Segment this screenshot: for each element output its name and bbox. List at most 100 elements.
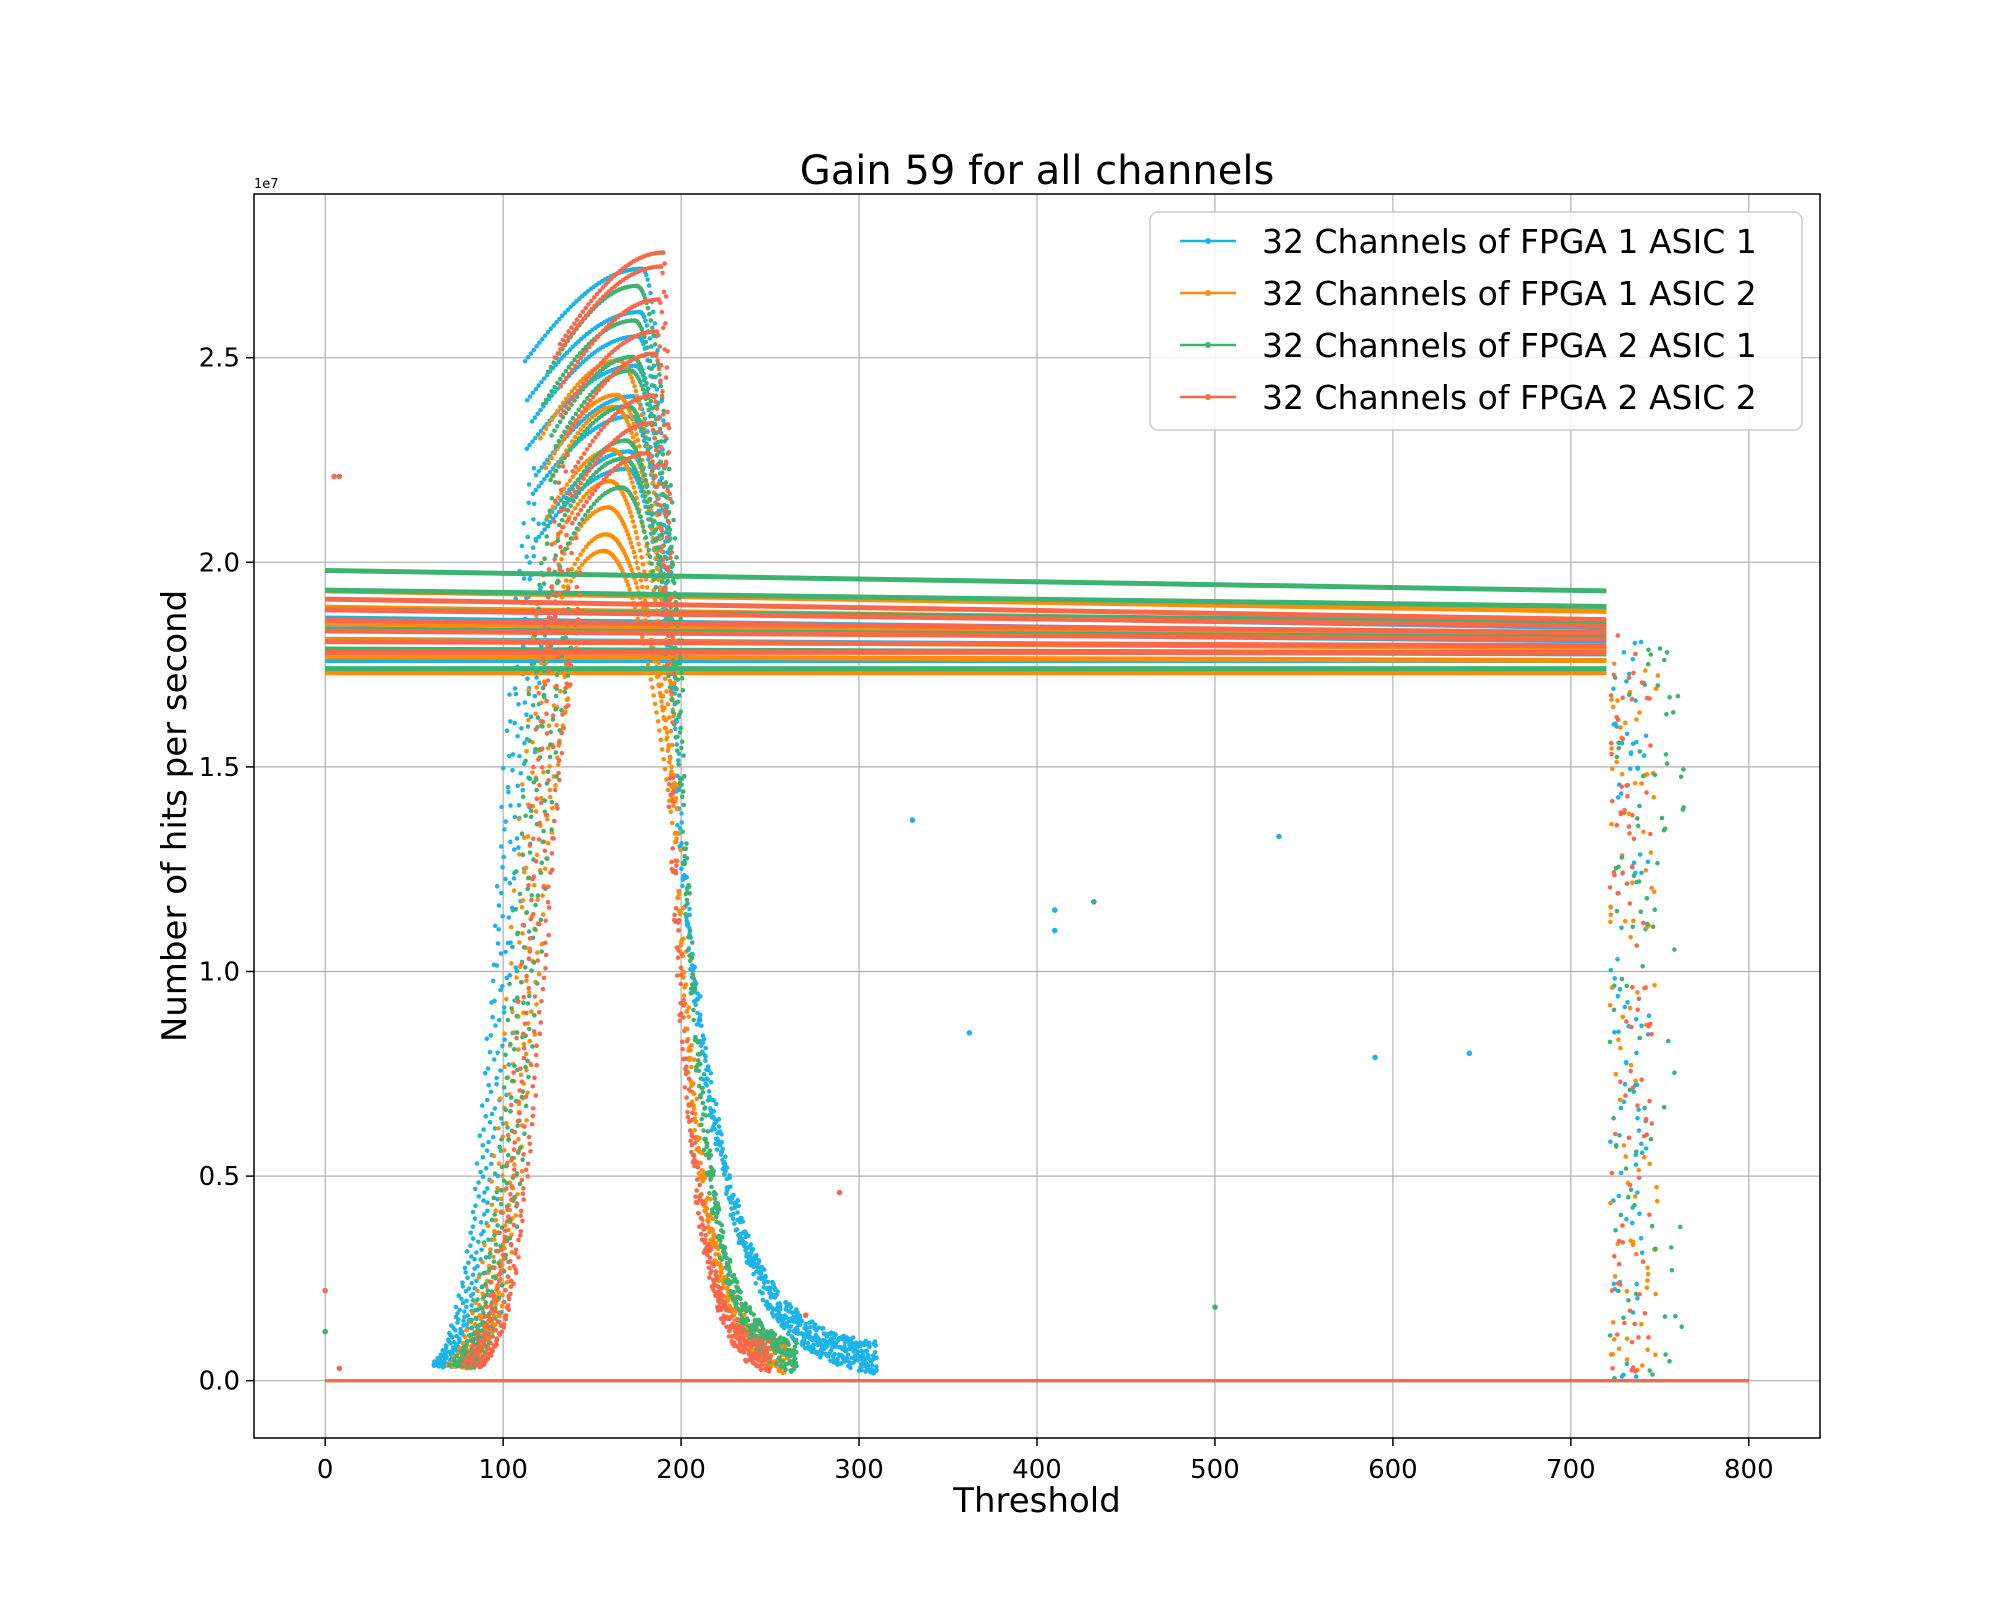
- data-point: [1637, 803, 1642, 809]
- data-point: [679, 739, 685, 744]
- data-point: [859, 1348, 864, 1354]
- data-point: [546, 615, 552, 620]
- data-point: [775, 1289, 780, 1294]
- data-point: [499, 1225, 505, 1230]
- data-point: [558, 688, 563, 694]
- data-point: [698, 1193, 703, 1198]
- data-point: [680, 861, 686, 867]
- data-point: [457, 1339, 462, 1345]
- data-point: [808, 1325, 813, 1330]
- data-point: [502, 827, 507, 832]
- data-point: [679, 820, 684, 825]
- data-point: [1609, 751, 1614, 757]
- data-point: [667, 685, 673, 690]
- data-point: [659, 579, 665, 584]
- data-point: [645, 429, 650, 434]
- data-point: [540, 401, 546, 407]
- data-point: [540, 336, 545, 342]
- data-point: [572, 506, 578, 511]
- data-point: [464, 1298, 469, 1304]
- data-point: [538, 917, 544, 923]
- data-point: [492, 1212, 498, 1217]
- data-point: [464, 1304, 469, 1310]
- data-point: [571, 531, 577, 536]
- data-point: [1669, 1267, 1675, 1273]
- data-point: [782, 1344, 788, 1349]
- data-point: [606, 279, 611, 284]
- data-point: [659, 532, 665, 537]
- data-point: [627, 563, 633, 569]
- data-point: [450, 1347, 455, 1353]
- data-point: [510, 752, 516, 757]
- data-point: [483, 1070, 488, 1076]
- data-point: [641, 292, 646, 297]
- data-point: [1647, 1212, 1652, 1218]
- data-point: [630, 480, 635, 485]
- data-point: [575, 502, 581, 507]
- data-point: [489, 1111, 495, 1117]
- data-point: [495, 1223, 500, 1228]
- data-point: [726, 1272, 731, 1277]
- data-point: [677, 693, 682, 698]
- data-point: [680, 829, 685, 835]
- data-point: [635, 616, 641, 622]
- data-point: [1091, 899, 1097, 905]
- data-point: [507, 981, 512, 987]
- data-point: [700, 1222, 705, 1227]
- data-point: [673, 726, 678, 732]
- data-point: [1653, 1291, 1658, 1297]
- data-point: [692, 964, 698, 970]
- data-point: [485, 1066, 491, 1071]
- data-point: [531, 465, 537, 471]
- data-point: [1632, 1321, 1637, 1327]
- data-point: [600, 294, 606, 300]
- data-point: [544, 541, 550, 546]
- data-point: [791, 1314, 796, 1320]
- data-point: [1681, 767, 1686, 772]
- data-point: [706, 1241, 711, 1247]
- data-point: [1611, 1281, 1617, 1287]
- data-point: [517, 1145, 523, 1151]
- data-point: [1639, 1150, 1645, 1155]
- data-point: [1629, 1024, 1634, 1030]
- data-point: [699, 1168, 705, 1173]
- data-point: [657, 429, 662, 434]
- data-point: [1372, 1054, 1378, 1061]
- data-point: [652, 537, 658, 543]
- data-point: [457, 1307, 462, 1313]
- data-point: [695, 991, 700, 996]
- data-point: [755, 1317, 761, 1323]
- data-point: [1649, 1223, 1655, 1229]
- data-point: [673, 830, 679, 836]
- data-point: [690, 971, 695, 976]
- data-point: [493, 1327, 499, 1333]
- data-point: [1631, 670, 1636, 676]
- data-point: [642, 376, 648, 381]
- data-point: [1634, 943, 1639, 948]
- data-point: [567, 478, 573, 483]
- data-point: [598, 361, 603, 366]
- data-point: [1678, 1224, 1683, 1230]
- data-point: [707, 1094, 712, 1100]
- data-point: [576, 436, 582, 441]
- data-point: [655, 439, 661, 445]
- data-point: [573, 439, 579, 445]
- data-point: [663, 459, 669, 465]
- data-point: [588, 505, 594, 510]
- data-point: [516, 802, 522, 808]
- data-point: [504, 728, 510, 733]
- data-point: [515, 1192, 520, 1197]
- data-point: [516, 999, 521, 1004]
- data-point: [560, 400, 566, 406]
- data-point: [487, 1267, 492, 1272]
- data-point: [636, 541, 641, 547]
- data-point: [626, 422, 632, 428]
- data-point: [494, 1081, 499, 1087]
- data-point: [483, 1166, 489, 1171]
- data-point: [533, 746, 538, 752]
- data-point: [1664, 650, 1670, 655]
- data-point: [1609, 821, 1614, 827]
- data-point: [505, 1160, 510, 1166]
- data-point: [1638, 639, 1644, 645]
- data-point: [501, 1178, 507, 1184]
